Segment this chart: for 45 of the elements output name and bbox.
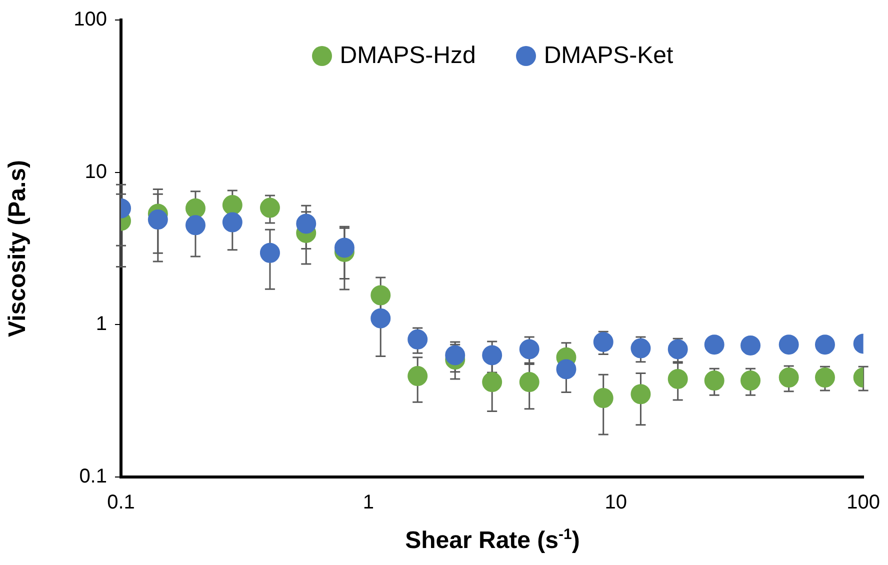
point [260,198,280,218]
point [593,332,614,352]
point [148,210,168,230]
point [185,198,206,218]
point [370,308,391,328]
x-tick-label: 10 [604,492,627,514]
x-tick-label: 1 [362,492,374,514]
point [556,359,576,380]
point [482,345,502,366]
point [185,215,206,236]
y-axis-title: Viscosity (Pa.s) [4,160,32,337]
point [668,339,688,360]
x-tick-label: 100 [846,492,880,514]
point [740,335,760,356]
point [814,334,835,355]
point [370,285,391,306]
x-tick-label: 0.1 [107,492,135,514]
point [668,368,688,389]
y-tick-label: 1 [96,313,107,336]
y-tick-label: 100 [74,8,107,31]
x-axis-title: Shear Rate (s$^{-1}$) [404,526,581,555]
point [778,367,799,388]
point [630,338,651,358]
point [519,372,540,392]
point [630,384,651,404]
point [593,388,614,408]
point [482,372,502,392]
point [222,212,242,232]
legend-label: DMAPS-Hzd [340,42,476,70]
point [814,367,835,388]
point [408,366,428,386]
y-tick-label: 0.1 [79,466,107,488]
legend-label: DMAPS-Ket [544,42,674,70]
point [334,238,354,258]
y-tick-label: 10 [84,160,107,183]
point [260,242,280,263]
point [408,329,428,350]
point [704,370,724,390]
point [704,334,724,355]
point [740,370,760,390]
point [445,345,466,366]
point [778,334,799,355]
point [296,214,316,234]
point [519,339,540,360]
point [222,195,242,216]
